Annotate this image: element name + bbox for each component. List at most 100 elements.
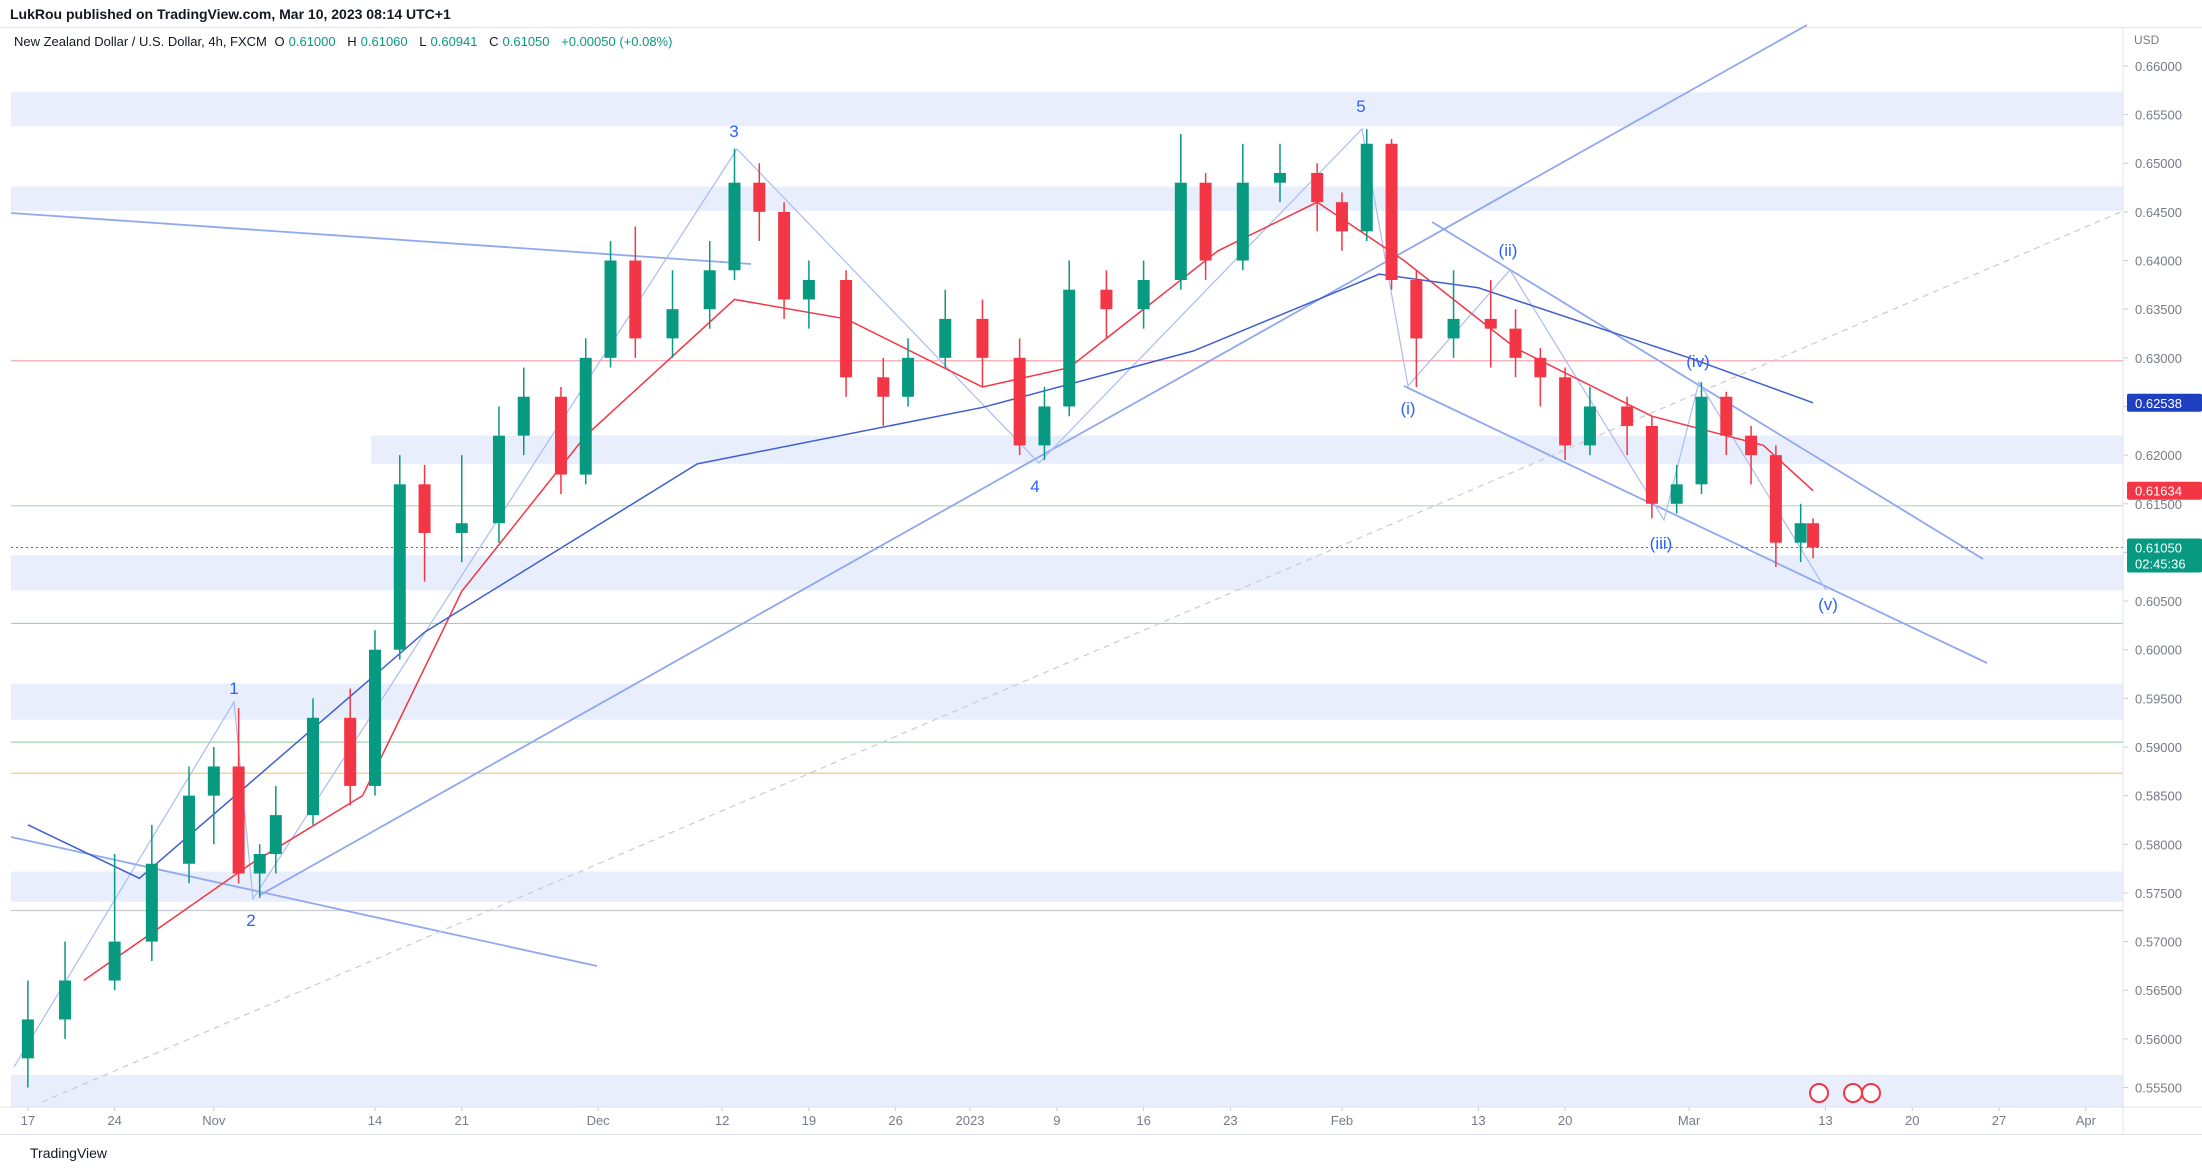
- channel-line: [1431, 221, 1984, 560]
- wave-label: 5: [1356, 97, 1365, 116]
- y-tick-label: 0.57500: [2135, 886, 2182, 901]
- ohlc-key: C: [489, 34, 499, 49]
- countdown: 02:45:36: [2135, 557, 2186, 572]
- x-tick-label: Feb: [1331, 1113, 1353, 1128]
- y-tick-label: 0.59000: [2135, 740, 2182, 755]
- candle-body: [976, 318, 989, 358]
- candle-body: [232, 766, 245, 874]
- y-tick-label: 0.56000: [2135, 1032, 2182, 1047]
- channel-line: [1403, 385, 1988, 664]
- zone: [11, 92, 2123, 127]
- event-icons: [1809, 1083, 1881, 1103]
- candle-body: [1534, 357, 1547, 378]
- wave-label: (i): [1400, 399, 1415, 418]
- x-tick-label: Dec: [587, 1113, 611, 1128]
- candle-body: [59, 980, 72, 1020]
- y-tick-label: 0.64500: [2135, 205, 2182, 220]
- candle-body: [1583, 406, 1596, 446]
- candle-body: [1236, 182, 1249, 261]
- candle-body: [108, 941, 121, 981]
- candle-body: [1174, 182, 1187, 280]
- ohlc-key: L: [419, 34, 427, 49]
- candle-body: [1484, 318, 1497, 329]
- candle-body: [269, 815, 282, 855]
- ohlc-value: 0.60941: [430, 34, 478, 49]
- ohlc-key: O: [274, 34, 285, 49]
- candle-body: [840, 279, 853, 378]
- candle-body: [393, 484, 406, 650]
- candle-body: [344, 717, 357, 786]
- zone: [11, 1074, 2123, 1107]
- wave-label: (iii): [1650, 534, 1673, 553]
- price-badge-label: 0.61634: [2135, 484, 2182, 499]
- trend-line: [259, 24, 1808, 896]
- candle-body: [1137, 279, 1150, 310]
- x-tick-label: 13: [1818, 1113, 1832, 1128]
- candle-body: [253, 854, 266, 874]
- candle-body: [1720, 396, 1733, 436]
- x-tick-label: 16: [1136, 1113, 1150, 1128]
- candle-body: [1360, 143, 1373, 232]
- candle-body: [1447, 318, 1460, 339]
- publisher: LukRou published on TradingView.com, Mar…: [10, 6, 451, 22]
- candle-body: [1335, 202, 1348, 232]
- wave-label: (iv): [1686, 352, 1710, 371]
- candle-body: [753, 182, 766, 212]
- x-tick-label: 13: [1471, 1113, 1485, 1128]
- axis-unit: USD: [2134, 33, 2160, 47]
- candle-body: [368, 649, 381, 786]
- x-tick-label: 27: [1992, 1113, 2006, 1128]
- top-bar: LukRou published on TradingView.com, Mar…: [0, 0, 2202, 28]
- y-tick-label: 0.56500: [2135, 983, 2182, 998]
- candle-body: [1670, 484, 1683, 504]
- candle-body: [492, 435, 505, 524]
- y-tick-label: 0.65500: [2135, 108, 2182, 123]
- wave-label: (v): [1818, 595, 1838, 614]
- ohlc-value: 0.61060: [360, 34, 408, 49]
- candle-body: [145, 863, 158, 942]
- symbol-legend: New Zealand Dollar / U.S. Dollar, 4h, FX…: [14, 34, 680, 49]
- candle-body: [1385, 143, 1398, 280]
- y-tick-label: 0.64000: [2135, 254, 2182, 269]
- x-tick-label: 9: [1053, 1113, 1060, 1128]
- bottom-bar: TradingView: [0, 1134, 2202, 1170]
- y-tick-label: 0.57000: [2135, 935, 2182, 950]
- moving-average: [83, 201, 1814, 982]
- trend-line: [10, 212, 752, 265]
- zone: [11, 186, 2123, 211]
- y-tick-label: 0.65000: [2135, 156, 2182, 171]
- event-icon[interactable]: [1843, 1083, 1863, 1103]
- zone: [371, 435, 2123, 464]
- wave-label: 2: [246, 911, 255, 930]
- trend-line: [10, 836, 598, 967]
- candle-body: [183, 795, 196, 864]
- x-tick-label: 12: [715, 1113, 729, 1128]
- x-tick-label: 20: [1558, 1113, 1572, 1128]
- x-tick-label: 23: [1223, 1113, 1237, 1128]
- brand[interactable]: TradingView: [30, 1145, 108, 1161]
- y-tick-label: 0.55500: [2135, 1081, 2182, 1096]
- candle-body: [877, 377, 890, 397]
- change: +0.00050 (+0.08%): [561, 34, 673, 49]
- event-icon[interactable]: [1861, 1083, 1881, 1103]
- ohlc-value: 0.61050: [502, 34, 550, 49]
- event-icon[interactable]: [1809, 1083, 1829, 1103]
- candle-body: [802, 279, 815, 300]
- candle-body: [703, 270, 716, 310]
- candle-body: [728, 182, 741, 271]
- candle-body: [629, 260, 642, 339]
- x-tick-label: 26: [888, 1113, 902, 1128]
- candle-body: [207, 766, 220, 796]
- candle-body: [1273, 172, 1286, 183]
- wave-label: 4: [1030, 477, 1039, 496]
- candle-body: [1794, 523, 1807, 543]
- dashed-line: [41, 210, 2124, 1103]
- candle-body: [455, 523, 468, 533]
- ohlc-key: H: [347, 34, 357, 49]
- wave-label: 1: [229, 679, 238, 698]
- candle-body: [1509, 328, 1522, 358]
- x-tick-label: 24: [107, 1113, 121, 1128]
- candle-body: [306, 717, 319, 816]
- symbol: New Zealand Dollar / U.S. Dollar, 4h, FX…: [14, 34, 267, 49]
